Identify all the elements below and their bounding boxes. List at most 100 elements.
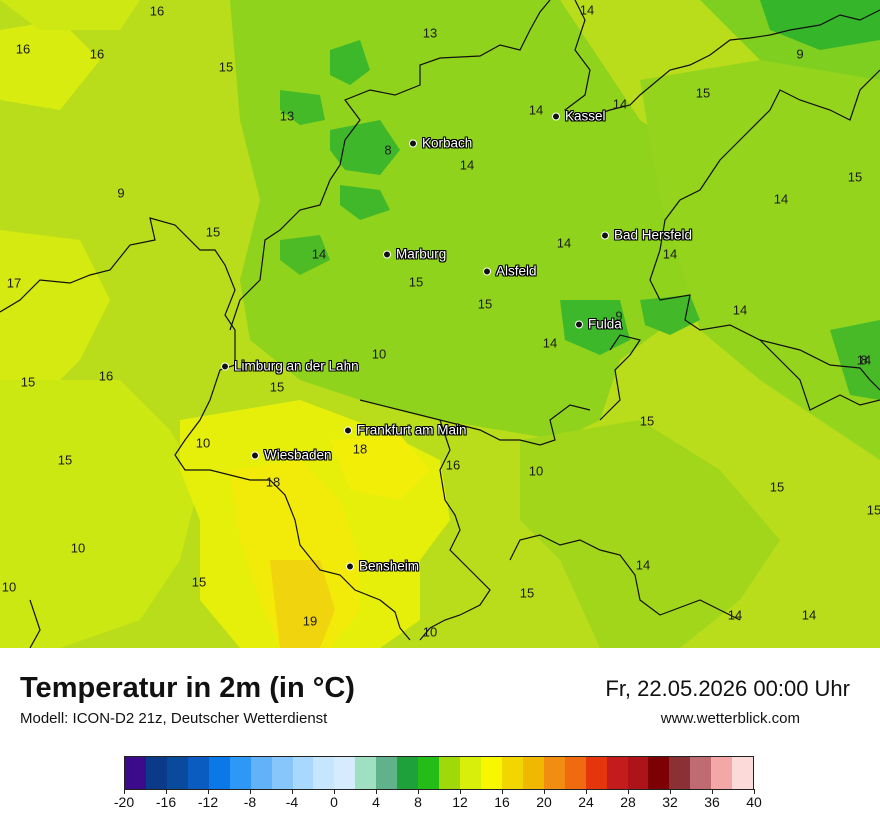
legend-tick-mark bbox=[712, 789, 713, 794]
temperature-value: 19 bbox=[302, 613, 318, 629]
legend-tick-mark bbox=[628, 789, 629, 794]
legend-swatch bbox=[669, 757, 691, 789]
temperature-value: 14 bbox=[311, 246, 327, 262]
legend-swatch bbox=[250, 757, 272, 789]
legend-tick-mark bbox=[460, 789, 461, 794]
legend-tick-label: 28 bbox=[620, 794, 636, 810]
legend-tick-mark bbox=[502, 789, 503, 794]
forecast-datetime: Fr, 22.05.2026 00:00 Uhr bbox=[605, 676, 850, 701]
temperature-value: 10 bbox=[1, 579, 17, 595]
temperature-value: 16 bbox=[15, 41, 31, 57]
legend-tick-label: -4 bbox=[285, 794, 299, 810]
legend-swatch bbox=[376, 757, 398, 789]
temperature-value: 15 bbox=[519, 585, 535, 601]
temperature-value: 18 bbox=[352, 441, 368, 457]
city-name: Bad Hersfeld bbox=[614, 227, 693, 243]
city-marker: Fulda bbox=[575, 317, 622, 332]
website-label: www.wetterblick.com bbox=[660, 710, 800, 727]
legend-swatch bbox=[564, 757, 586, 789]
temperature-value: 15 bbox=[477, 296, 493, 312]
temperature-value: 14 bbox=[732, 302, 748, 318]
map-background bbox=[0, 0, 880, 648]
city-name: Fulda bbox=[588, 316, 622, 332]
legend-swatch bbox=[355, 757, 377, 789]
legend-tick-label: -20 bbox=[113, 794, 135, 810]
legend-tick-mark bbox=[586, 789, 587, 794]
legend-tick-mark bbox=[250, 789, 251, 794]
temperature-value: 15 bbox=[639, 413, 655, 429]
legend-tick-label: 0 bbox=[330, 794, 338, 810]
city-marker: Bensheim bbox=[346, 559, 419, 574]
city-dot-icon bbox=[483, 267, 491, 275]
temperature-value: 14 bbox=[542, 335, 558, 351]
temperature-value: 18 bbox=[265, 474, 281, 490]
temperature-value: 16 bbox=[445, 457, 461, 473]
city-dot-icon bbox=[383, 250, 391, 258]
legend-swatch bbox=[460, 757, 481, 789]
temperature-value: 8 bbox=[860, 352, 868, 368]
legend-tick-mark bbox=[208, 789, 209, 794]
city-marker: Kassel bbox=[552, 109, 606, 124]
legend-tick-mark bbox=[670, 789, 671, 794]
legend-tick-label: -12 bbox=[197, 794, 219, 810]
city-name: Limburg an der Lahn bbox=[234, 358, 359, 374]
legend-tick-label: 32 bbox=[662, 794, 678, 810]
temperature-value: 14 bbox=[662, 246, 678, 262]
legend-swatch bbox=[397, 757, 419, 789]
model-info: Modell: ICON-D2 21z, Deutscher Wetterdie… bbox=[20, 710, 328, 727]
city-name: Marburg bbox=[396, 246, 447, 262]
city-name: Bensheim bbox=[359, 558, 420, 574]
legend-tick-mark bbox=[544, 789, 545, 794]
legend-swatch bbox=[125, 757, 146, 789]
temperature-value: 14 bbox=[459, 157, 475, 173]
legend-tick-label: -16 bbox=[155, 794, 177, 810]
temperature-value: 9 bbox=[615, 308, 623, 324]
legend-tick-label: 20 bbox=[536, 794, 552, 810]
legend-tick-mark bbox=[376, 789, 377, 794]
temperature-map: 16 16 16 13 14 15 14 9 15 13 8 14 14 15 9 15 14 14 14 17 14 1… bbox=[0, 0, 880, 648]
temperature-value: 14 bbox=[727, 607, 743, 623]
legend-swatch bbox=[334, 757, 356, 789]
legend-swatch bbox=[439, 757, 460, 789]
temperature-value: 10 bbox=[371, 346, 387, 362]
temperature-value: 15 bbox=[269, 379, 285, 395]
city-name: Kassel bbox=[565, 108, 606, 124]
legend-tick-label: 40 bbox=[746, 794, 762, 810]
temperature-value: 16 bbox=[89, 46, 105, 62]
legend-tick-mark bbox=[166, 789, 167, 794]
temperature-value: 8 bbox=[384, 142, 392, 158]
legend-swatch bbox=[501, 757, 523, 789]
temperature-value: 15 bbox=[20, 374, 36, 390]
temperature-value: 15 bbox=[408, 274, 424, 290]
legend-tick-label: 16 bbox=[494, 794, 510, 810]
legend-swatch bbox=[166, 757, 188, 789]
city-name: Wiesbaden bbox=[264, 447, 332, 463]
temperature-value: 14 bbox=[635, 557, 651, 573]
city-dot-icon bbox=[409, 139, 417, 147]
legend-tick-mark bbox=[292, 789, 293, 794]
temperature-value: 15 bbox=[191, 574, 207, 590]
temperature-value: 15 bbox=[847, 169, 863, 185]
city-marker: Alsfeld bbox=[483, 264, 537, 279]
temperature-value: 16 bbox=[98, 368, 114, 384]
map-title: Temperatur in 2m (in °C) bbox=[20, 672, 355, 704]
city-dot-icon bbox=[221, 362, 229, 370]
temperature-value: 14 bbox=[612, 96, 628, 112]
temperature-value: 14 bbox=[856, 352, 872, 368]
footer: Temperatur in 2m (in °C) Modell: ICON-D2… bbox=[0, 648, 880, 830]
city-dot-icon bbox=[344, 426, 352, 434]
city-dot-icon bbox=[251, 451, 259, 459]
city-marker: Limburg an der Lahn bbox=[221, 359, 359, 374]
city-name: Frankfurt am Main bbox=[357, 422, 467, 438]
legend-swatch bbox=[208, 757, 230, 789]
city-dot-icon bbox=[346, 562, 354, 570]
temperature-value: 9 bbox=[796, 46, 804, 62]
city-name: Korbach bbox=[422, 135, 473, 151]
temperature-value: 10 bbox=[70, 540, 86, 556]
legend-tick-mark bbox=[754, 789, 755, 794]
legend-swatch bbox=[606, 757, 628, 789]
legend-tick-mark bbox=[334, 789, 335, 794]
city-marker: Korbach bbox=[409, 136, 472, 151]
temperature-value: 16 bbox=[149, 3, 165, 19]
temperature-value: 17 bbox=[6, 275, 22, 291]
